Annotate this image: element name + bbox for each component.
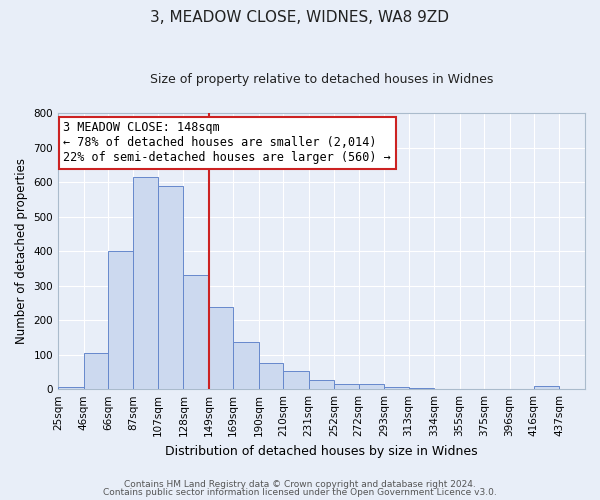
Bar xyxy=(233,342,259,389)
Bar xyxy=(259,363,283,389)
Text: Contains public sector information licensed under the Open Government Licence v3: Contains public sector information licen… xyxy=(103,488,497,497)
Bar xyxy=(534,386,559,389)
Text: 3, MEADOW CLOSE, WIDNES, WA8 9ZD: 3, MEADOW CLOSE, WIDNES, WA8 9ZD xyxy=(151,10,449,25)
Bar xyxy=(184,276,209,389)
Text: 3 MEADOW CLOSE: 148sqm
← 78% of detached houses are smaller (2,014)
22% of semi-: 3 MEADOW CLOSE: 148sqm ← 78% of detached… xyxy=(64,122,391,164)
Bar xyxy=(133,177,158,389)
X-axis label: Distribution of detached houses by size in Widnes: Distribution of detached houses by size … xyxy=(165,444,478,458)
Text: Contains HM Land Registry data © Crown copyright and database right 2024.: Contains HM Land Registry data © Crown c… xyxy=(124,480,476,489)
Bar xyxy=(409,388,434,389)
Bar xyxy=(309,380,334,389)
Bar xyxy=(58,388,83,389)
Bar xyxy=(283,371,309,389)
Bar xyxy=(384,388,409,389)
Bar xyxy=(334,384,359,389)
Y-axis label: Number of detached properties: Number of detached properties xyxy=(15,158,28,344)
Bar xyxy=(209,307,233,389)
Title: Size of property relative to detached houses in Widnes: Size of property relative to detached ho… xyxy=(150,72,493,86)
Bar xyxy=(108,251,133,389)
Bar xyxy=(83,353,108,389)
Bar xyxy=(359,384,384,389)
Bar xyxy=(158,186,184,389)
